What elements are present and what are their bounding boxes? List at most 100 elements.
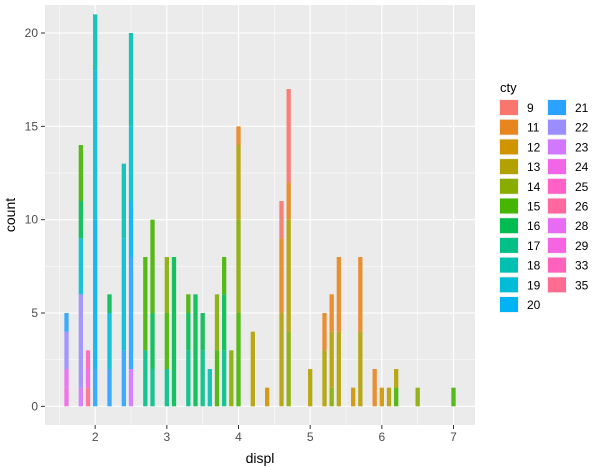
legend-swatch — [548, 218, 566, 234]
bar-segment — [128, 369, 134, 407]
bar-segment — [121, 238, 126, 351]
bar-segment — [78, 145, 83, 201]
bar-segment — [200, 313, 205, 351]
bar-segment — [207, 369, 212, 407]
legend-swatch — [500, 277, 518, 293]
bar-segment — [186, 294, 191, 313]
legend-label: 16 — [527, 219, 541, 233]
legend-label: 15 — [527, 200, 541, 214]
legend-label: 12 — [527, 140, 541, 154]
legend-title: cty — [500, 80, 517, 95]
bar-segment — [451, 387, 456, 407]
bar-segment — [358, 257, 363, 332]
bar-segment — [107, 369, 112, 407]
bar-segment — [329, 387, 334, 407]
legend-label: 20 — [527, 298, 541, 312]
legend-swatch — [548, 277, 566, 293]
bar-segment — [128, 201, 134, 257]
bar-segment — [85, 387, 91, 407]
x-tick-label: 2 — [92, 430, 99, 444]
panel-background — [45, 5, 475, 425]
bar-segment — [143, 350, 148, 407]
bar-segment — [351, 387, 356, 407]
legend-label: 29 — [575, 239, 589, 253]
legend-swatch — [500, 159, 518, 175]
legend-label: 33 — [575, 259, 589, 273]
bar-segment — [214, 294, 220, 351]
bar-segment — [64, 387, 69, 407]
legend-swatch — [548, 139, 566, 155]
y-tick-label: 10 — [25, 213, 39, 227]
bar-segment — [322, 350, 327, 407]
legend-swatch — [500, 297, 518, 312]
bar-segment — [372, 369, 377, 407]
bar-segment — [143, 257, 148, 351]
legend-swatch — [548, 237, 566, 253]
legend-label: 24 — [575, 160, 589, 174]
bar-segment — [93, 70, 98, 220]
bar-segment — [186, 313, 191, 351]
bar-segment — [64, 369, 69, 388]
bar-segment — [93, 14, 98, 71]
bar-segment — [229, 350, 234, 407]
bar-segment — [164, 257, 169, 313]
bar-segment — [85, 369, 91, 388]
bars — [64, 14, 456, 407]
grid-lines — [45, 5, 475, 425]
bar-segment — [64, 313, 69, 332]
y-tick-label: 5 — [31, 306, 38, 320]
bar-segment — [200, 350, 205, 407]
legend-label: 11 — [527, 121, 540, 135]
legend-label: 23 — [575, 140, 589, 154]
bar-segment — [308, 369, 313, 407]
y-tick-label: 20 — [25, 26, 39, 40]
bar-segment — [78, 387, 83, 407]
bar-segment — [150, 369, 155, 407]
bar-segment — [186, 350, 191, 407]
legend-swatch — [548, 159, 566, 175]
bar-segment — [415, 387, 420, 407]
bar-segment — [171, 257, 177, 407]
bar-segment — [150, 219, 155, 313]
bar-segment — [164, 313, 169, 369]
legend-swatch — [500, 178, 518, 194]
bar-segment — [64, 331, 69, 369]
y-axis-ticks: 0 5 10 15 20 — [25, 26, 45, 413]
bar-segment — [222, 257, 227, 295]
legend-swatch — [500, 100, 518, 115]
bar-segment — [265, 387, 270, 407]
bar-segment — [121, 163, 126, 239]
bar-segment — [329, 294, 334, 332]
bar-segment — [386, 387, 392, 407]
bar-segment — [78, 294, 83, 388]
bar-segment — [286, 89, 291, 183]
bar-segment — [279, 201, 284, 239]
x-tick-label: 3 — [163, 430, 170, 444]
bar-segment — [322, 313, 327, 351]
x-tick-label: 5 — [307, 430, 314, 444]
bar-segment — [250, 331, 255, 407]
legend-label: 21 — [575, 101, 589, 115]
bar-segment — [107, 294, 112, 313]
bar-segment — [279, 238, 284, 313]
legend-swatch — [548, 198, 566, 214]
bar-segment — [78, 238, 83, 295]
bar-segment — [164, 369, 169, 407]
bar-segment — [336, 331, 341, 407]
bar-segment — [150, 313, 155, 369]
bar-segment — [379, 387, 384, 407]
legend-swatch — [500, 237, 518, 253]
legend-label: 9 — [527, 101, 534, 115]
x-tick-label: 4 — [235, 430, 242, 444]
bar-segment — [107, 313, 112, 369]
legend-label: 17 — [527, 239, 541, 253]
bar-segment — [121, 350, 126, 407]
bar-segment — [329, 331, 334, 388]
legend-label: 26 — [575, 200, 589, 214]
legend-label: 35 — [575, 278, 589, 292]
y-axis-title: count — [2, 198, 18, 232]
bar-segment — [222, 294, 227, 351]
y-tick-label: 0 — [31, 399, 38, 413]
legend-swatch — [548, 119, 566, 135]
legend-swatch — [500, 119, 518, 135]
